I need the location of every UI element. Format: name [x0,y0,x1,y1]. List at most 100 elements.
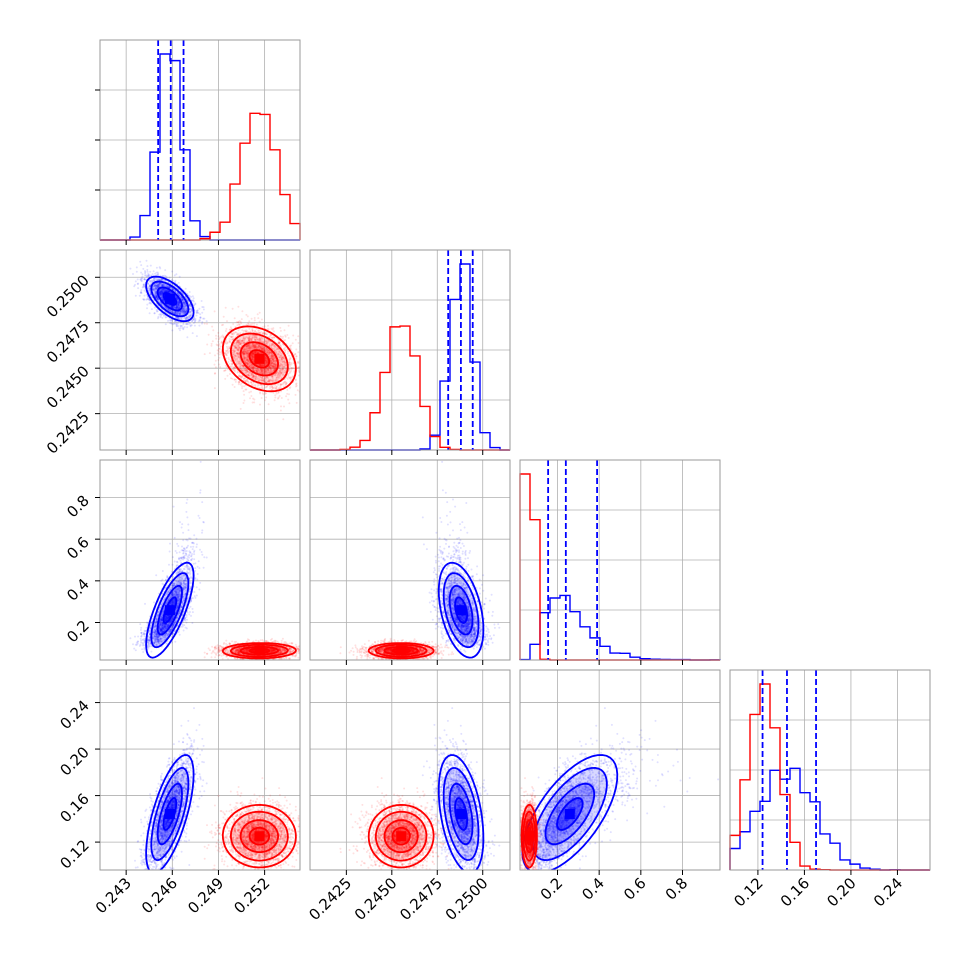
scatter-point [181,326,184,329]
scatter-point [158,290,161,293]
scatter-point [175,305,178,308]
scatter-point [233,378,236,381]
scatter-point [193,321,196,324]
scatter-point [165,288,168,291]
scatter-point [160,294,163,297]
scatter-point [161,284,164,287]
scatter-point [213,372,216,375]
scatter-point [135,270,138,273]
scatter-point [147,274,150,276]
scatter-point [182,301,185,304]
scatter-point [175,325,178,328]
scatter-point [199,316,202,319]
histogram-2-series-0 [519,594,721,661]
scatter-point [144,270,146,272]
scatter-point [147,283,150,286]
scatter-point [207,333,210,336]
scatter-point [201,311,204,314]
scatter-point [156,284,159,287]
scatter-point [151,288,154,291]
scatter-point [163,289,166,292]
scatter-point [195,310,198,313]
scatter-point [280,397,283,399]
scatter-point [155,296,158,299]
scatter-point [164,288,167,291]
scatter-point [240,318,243,321]
scatter-point [134,294,137,297]
scatter-point [302,366,304,368]
scatter-point [289,376,292,379]
scatter-point [292,334,295,337]
scatter-point [173,320,176,322]
scatter-point [287,337,290,339]
scatter-point [188,315,191,318]
scatter-point [264,332,267,335]
scatter-point [258,320,261,323]
scatter-point [177,316,180,319]
scatter-point [159,278,161,281]
scatter-point [286,352,289,355]
scatter-point [172,310,175,313]
scatter-point [160,303,163,306]
scatter-point [177,304,180,307]
scatter-point [286,334,289,336]
scatter-point [194,317,197,320]
scatter-point [168,276,171,279]
scatter-point [288,361,291,364]
scatter-point [156,283,159,286]
scatter-point [152,279,155,282]
scatter-point [155,284,158,287]
scatter-point [179,310,182,313]
scatter-point [140,280,143,282]
scatter-point [265,392,268,395]
scatter-point [163,300,166,302]
scatter-point [171,305,174,308]
scatter-point [160,296,163,299]
scatter-point [300,369,302,371]
scatter-point [261,326,264,329]
scatter-point [144,272,147,275]
scatter-point [250,390,252,393]
scatter-point [235,331,238,334]
scatter-point [177,301,180,304]
scatter-point [163,284,166,286]
scatter-point [225,328,228,330]
scatter-point [183,312,186,315]
scatter-point [181,309,183,312]
scatter-point [279,326,282,329]
scatter-point [177,302,180,305]
scatter-point [183,304,186,306]
scatter-point [159,291,161,294]
scatter-point [228,335,231,338]
scatter-point [289,365,291,368]
scatter-point [161,316,164,319]
scatter-point [228,373,231,375]
scatter-point [241,310,244,313]
scatter-point [189,314,192,317]
scatter-point [193,324,196,327]
scatter-point [179,306,182,309]
scatter-point [159,283,162,286]
scatter-point [176,307,179,310]
scatter-point [181,298,184,301]
scatter-point [184,306,186,309]
scatter-point [234,380,237,383]
scatter-point [175,306,178,309]
scatter-point [142,285,145,288]
scatter-point [174,311,177,314]
scatter-point [157,285,160,288]
scatter-point [189,305,192,308]
scatter-point [201,321,204,323]
scatter-point [147,272,150,275]
scatter-point [183,303,186,306]
scatter-point [233,386,236,388]
scatter-point [245,313,248,316]
scatter-point [171,270,174,273]
scatter-point [156,296,159,299]
scatter-point [297,369,300,372]
scatter-point [178,312,181,315]
scatter-point [198,307,201,310]
scatter-point [219,345,222,348]
scatter-point [135,266,138,269]
scatter-point [211,325,214,328]
